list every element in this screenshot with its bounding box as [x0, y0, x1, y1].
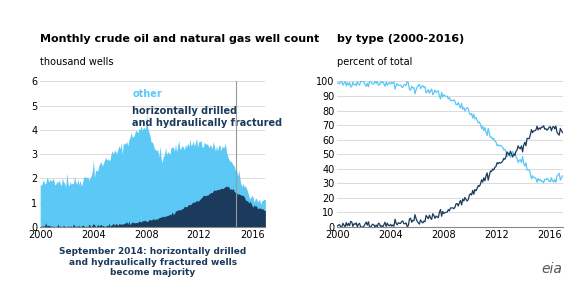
Text: horizontally drilled
and hydraulically fractured: horizontally drilled and hydraulically f…: [133, 106, 282, 128]
Text: thousand wells: thousand wells: [40, 57, 114, 67]
Text: Monthly crude oil and natural gas well count: Monthly crude oil and natural gas well c…: [40, 34, 319, 44]
Text: percent of total: percent of total: [338, 57, 413, 67]
Text: eia: eia: [542, 262, 563, 276]
Text: by type (2000-2016): by type (2000-2016): [338, 34, 464, 44]
Text: other: other: [133, 89, 162, 99]
Text: September 2014: horizontally drilled
and hydraulically fractured wells
become ma: September 2014: horizontally drilled and…: [59, 247, 246, 277]
